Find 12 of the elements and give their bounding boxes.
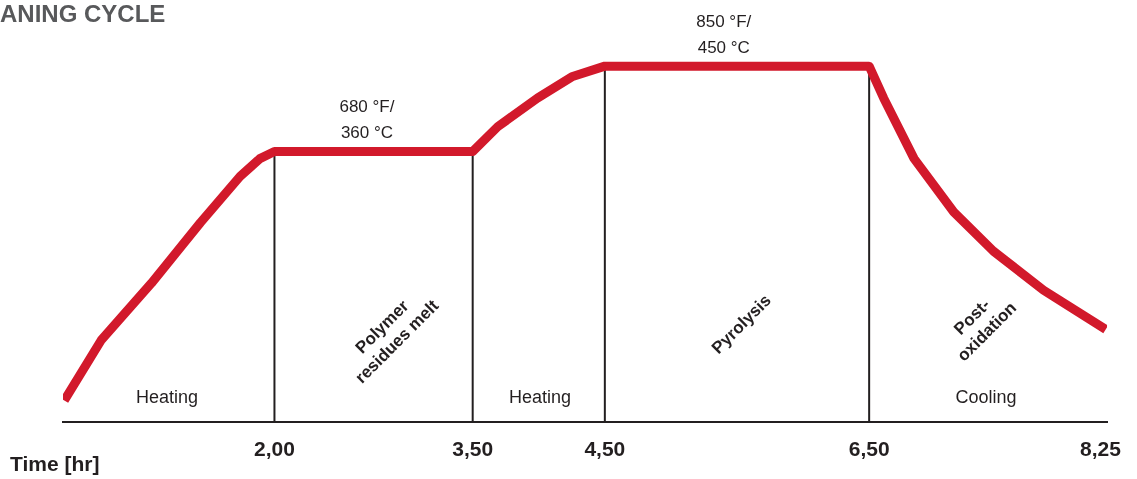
x-tick-label: 4,50 <box>584 437 626 461</box>
annotation: Heating <box>508 386 572 407</box>
x-tick-label: 3,50 <box>452 437 494 461</box>
annotation: Cooling <box>955 386 1017 407</box>
x-tick-label: 6,50 <box>848 437 890 461</box>
chart-title: ANING CYCLE <box>0 0 166 28</box>
x-tick-label: 8,25 <box>1079 437 1122 461</box>
x-tick-label: 2,00 <box>254 437 295 461</box>
annotation: 850 °F/ 450 °C <box>696 11 752 57</box>
x-axis-title: Time [hr] <box>10 451 100 475</box>
annotation: Heating <box>135 386 199 407</box>
annotation: 680 °F/ 360 °C <box>339 97 395 143</box>
